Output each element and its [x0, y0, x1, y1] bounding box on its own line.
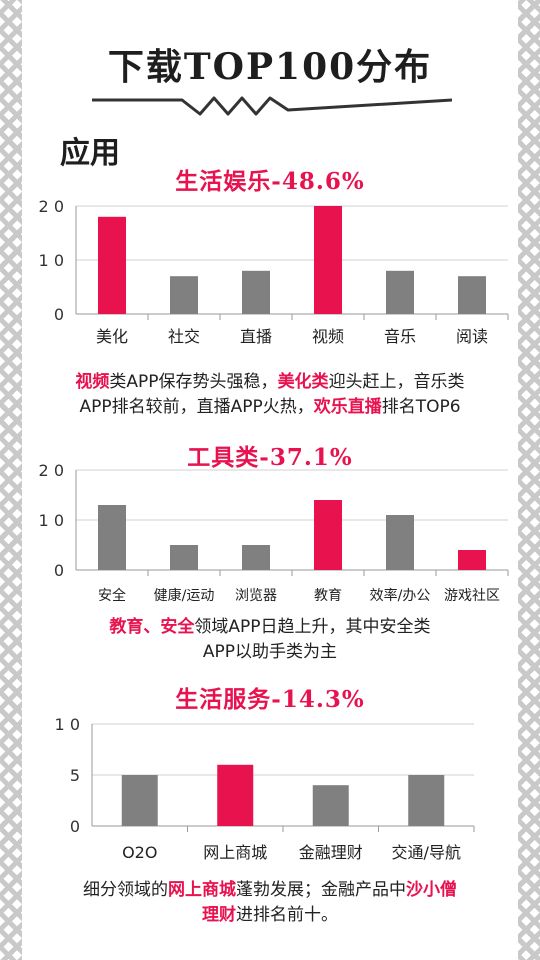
caption-highlight: 欢乐直播 [313, 397, 382, 417]
x-tick-label: 美化 [96, 327, 128, 346]
caption-highlight: 沙小僧 [406, 880, 457, 900]
caption-text: APP排名较前，直播APP火热， [79, 397, 314, 417]
chart-tools: 0 1 0 2 0 安全 健康/运动 浏览器 教育 效率/办公 游戏社区 [39, 461, 509, 604]
x-tick-label: 健康/运动 [154, 587, 215, 604]
caption-highlight: 理财 [202, 905, 236, 925]
chart-title-tools: 工具类-37.1% [187, 444, 353, 471]
title-underline-decoration [92, 96, 452, 116]
caption-services: 细分领域的网上商城蓬勃发展；金融产品中沙小僧理财进排名前十。 [22, 878, 518, 928]
caption-text: 领域APP日趋上升，其中安全类 [194, 617, 431, 637]
bar-教育 [314, 500, 342, 570]
caption-highlight: 视频 [75, 372, 110, 392]
caption-text: 迎头赶上，音乐类 [328, 372, 465, 392]
caption-highlight: 网上商城 [168, 880, 236, 900]
x-tick-label: 社交 [168, 327, 200, 346]
bar-网上商城 [217, 764, 254, 826]
x-tick-label: 音乐 [384, 327, 416, 346]
bar-安全 [98, 505, 126, 570]
caption-text: 类APP保存势头强稳， [109, 372, 278, 392]
chart-entertainment: 0 1 0 2 0 美化 社交 直播 视频 音乐 阅读 [39, 197, 509, 346]
caption-text: APP以助手类为主 [202, 642, 338, 662]
x-tick-label: 阅读 [456, 327, 488, 346]
bar-健康/运动 [170, 545, 198, 570]
y-tick-label: 0 [70, 817, 80, 836]
caption-tools: 教育、安全领域APP日趋上升，其中安全类 APP以助手类为主 [22, 615, 518, 665]
bar-社交 [170, 276, 198, 314]
bar-音乐 [386, 270, 414, 314]
section-heading: 应用 [60, 136, 120, 171]
x-tick-label: 游戏社区 [444, 588, 500, 604]
chart-title-services: 生活服务-14.3% [175, 686, 365, 713]
caption-text: 细分领域的 [83, 880, 168, 900]
x-tick-label: 浏览器 [235, 588, 277, 604]
bar-浏览器 [242, 545, 270, 570]
bar-视频 [314, 206, 342, 314]
caption-highlight: 教育、安全 [109, 617, 195, 637]
x-tick-label: 金融理财 [299, 843, 363, 862]
caption-text: 蓬勃发展；金融产品中 [236, 880, 406, 900]
y-tick-label: 1 0 [39, 511, 64, 530]
page-title: 下载TOP100分布 [107, 46, 433, 88]
caption-entertainment: 视频类APP保存势头强稳，美化类迎头赶上，音乐类 APP排名较前，直播APP火热，… [22, 370, 518, 420]
y-tick-label: 5 [70, 766, 80, 785]
caption-highlight: 美化类 [277, 372, 329, 392]
bar-O2O [121, 775, 158, 826]
chart-title-entertainment: 生活娱乐-48.6% [175, 168, 365, 195]
chart-services: 0 5 1 0 O2O 网上商城 金融理财 交通/导航 [55, 715, 475, 862]
x-tick-label: 教育 [314, 588, 342, 604]
x-tick-label: 视频 [312, 327, 344, 346]
y-tick-label: 1 0 [55, 715, 80, 734]
bar-美化 [98, 216, 126, 314]
bar-阅读 [458, 276, 486, 314]
y-tick-label: 2 0 [39, 461, 64, 480]
bar-直播 [242, 270, 270, 314]
x-tick-label: 效率/办公 [370, 587, 431, 604]
x-tick-label: O2O [122, 843, 157, 862]
x-tick-label: 安全 [98, 587, 126, 604]
bar-游戏社区 [458, 550, 486, 570]
caption-text: 进排名前十。 [236, 905, 338, 925]
bar-金融理财 [312, 785, 349, 826]
bar-交通/导航 [408, 775, 445, 826]
caption-text: 排名TOP6 [381, 397, 461, 417]
y-tick-label: 0 [54, 305, 64, 324]
x-tick-label: 网上商城 [203, 843, 267, 862]
y-tick-label: 1 0 [39, 251, 64, 270]
x-tick-label: 交通/导航 [392, 843, 461, 862]
x-tick-label: 直播 [240, 327, 272, 346]
y-tick-label: 0 [54, 561, 64, 580]
bar-效率/办公 [386, 515, 414, 570]
y-tick-label: 2 0 [39, 197, 64, 216]
